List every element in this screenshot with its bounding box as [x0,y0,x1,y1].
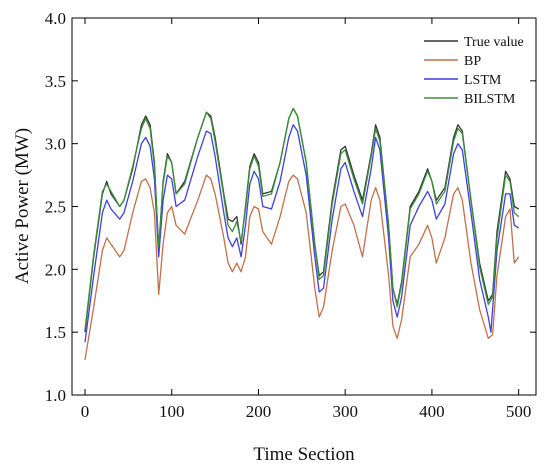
legend-label: True value [464,35,524,50]
y-tick-label: 2.5 [45,198,66,217]
y-axis-title: Active Power (MW) [12,128,33,284]
y-tick-label: 1.0 [45,386,66,405]
x-tick-label: 100 [159,402,185,421]
legend-label: BP [464,54,481,69]
x-axis-title: Time Section [253,444,355,465]
legend-label: BILSTM [464,92,516,107]
series-line-lstm [84,124,520,343]
x-axis: 0 100 200 300 400 500 [81,18,532,421]
legend-label: LSTM [464,73,502,88]
y-tick-label: 3.0 [45,135,66,154]
series-line-bilstm [84,107,520,330]
x-tick-label: 400 [419,402,445,421]
x-tick-label: 0 [81,402,90,421]
x-tick-label: 300 [332,402,358,421]
y-axis: 1.0 1.5 2.0 2.5 3.0 3.5 4.0 [45,9,536,405]
y-tick-label: 1.5 [45,323,66,342]
y-tick-label: 3.5 [45,72,66,91]
x-tick-label: 500 [506,402,532,421]
x-tick-label: 200 [246,402,272,421]
y-tick-label: 4.0 [45,9,66,28]
series-layer [84,107,520,360]
series-line-bp [84,174,520,360]
legend: True value BP LSTM BILSTM [424,35,524,107]
y-tick-label: 2.0 [45,260,66,279]
